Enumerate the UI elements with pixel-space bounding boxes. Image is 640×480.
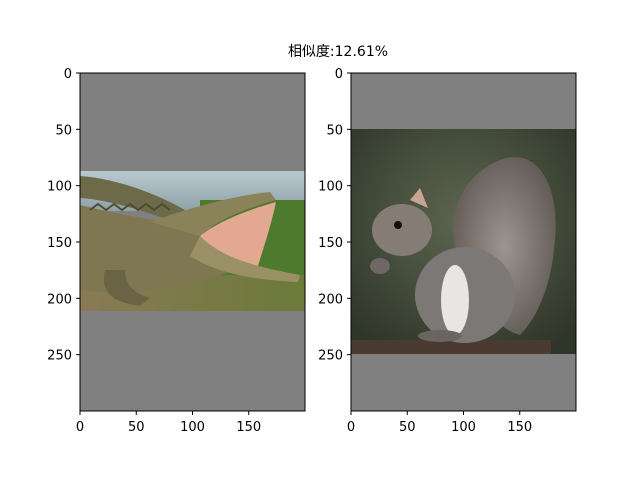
y-tick-label: 150	[47, 236, 72, 251]
squirrel-image	[351, 129, 576, 354]
x-axis: 0 50 100 150	[76, 411, 261, 435]
axes-squirrel: 0 50 100 150 0 50 100 150 200 250	[318, 67, 577, 435]
squirrel-eye	[394, 221, 402, 229]
y-tick-label: 0	[335, 67, 343, 82]
y-tick-label: 50	[326, 123, 343, 138]
x-tick-label: 0	[347, 420, 355, 435]
y-axis: 0 50 100 150 200 250	[318, 67, 351, 364]
log	[351, 340, 551, 354]
squirrel-belly	[441, 265, 469, 335]
x-tick-label: 50	[399, 420, 416, 435]
y-axis: 0 50 100 150 200 250	[47, 67, 80, 364]
crocodile-image	[80, 171, 305, 311]
x-tick-label: 150	[507, 420, 532, 435]
y-tick-label: 250	[318, 349, 343, 364]
x-tick-label: 150	[236, 420, 261, 435]
y-tick-label: 200	[47, 292, 72, 307]
squirrel-head	[372, 204, 432, 256]
y-tick-label: 150	[318, 236, 343, 251]
crocodile-lower-jaw	[190, 236, 300, 282]
y-tick-label: 50	[55, 123, 72, 138]
crocodile-scutes	[89, 202, 171, 212]
x-tick-label: 100	[451, 420, 476, 435]
y-tick-label: 250	[47, 349, 72, 364]
crocodile-upper-jaw	[150, 192, 276, 236]
squirrel-paws	[370, 258, 390, 274]
figure-title: 相似度:12.61%	[288, 44, 388, 60]
y-tick-label: 100	[318, 180, 343, 195]
x-tick-label: 0	[76, 420, 84, 435]
y-tick-label: 200	[318, 292, 343, 307]
crocodile-tail	[80, 176, 185, 222]
x-axis: 0 50 100 150	[347, 411, 532, 435]
squirrel-foot	[418, 330, 462, 342]
squirrel-ear	[410, 188, 428, 208]
axes-crocodile: 0 50 100 150 0 50 100 150 200 250	[47, 67, 306, 435]
x-tick-label: 50	[128, 420, 145, 435]
y-tick-label: 100	[47, 180, 72, 195]
y-tick-label: 0	[64, 67, 72, 82]
crocodile-leg	[103, 270, 150, 306]
x-tick-label: 100	[180, 420, 205, 435]
crocodile-mouth	[200, 202, 276, 266]
